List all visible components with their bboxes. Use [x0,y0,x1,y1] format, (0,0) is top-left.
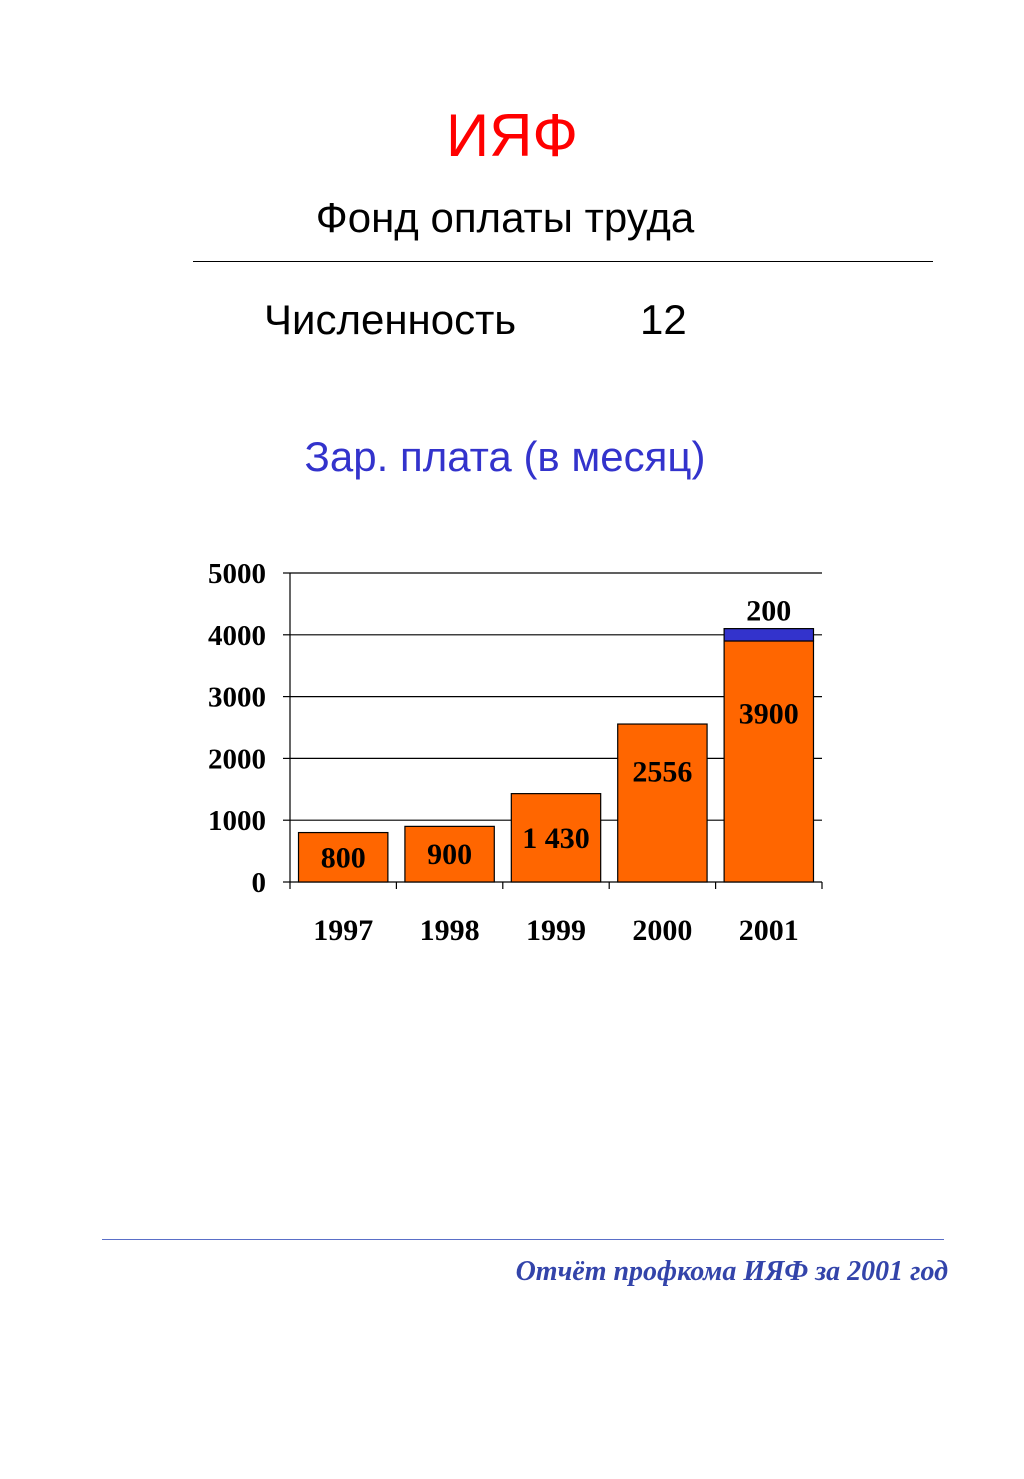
header-divider [193,261,933,262]
bar-1998 [404,825,495,883]
bar-2001 [723,640,815,883]
bar-value-label: 3900 [739,697,799,730]
headcount-value: 12 [640,296,687,343]
y-tick-label: 3000 [208,682,266,714]
y-tick-label: 0 [252,867,267,899]
bar-value-label: 1 430 [522,822,590,855]
x-tick-label: 2000 [632,914,692,947]
bar-value-label: 800 [321,841,366,874]
salary-bar-chart: 0 1000 2000 3000 4000 5000 800 1997 900 1998 1 430… [208,558,823,947]
x-tick-label: 1997 [313,914,373,947]
y-tick-label: 1000 [208,805,266,837]
bar-extra-value-label: 200 [746,595,791,628]
x-tick-label: 2001 [739,914,799,947]
bar-value-label: 2556 [632,755,692,788]
y-tick-label: 5000 [208,558,266,590]
bar-2000 [617,723,708,883]
y-tick-label: 2000 [208,743,266,775]
bar-extra-2001 [723,628,815,642]
chart-heading: Зар. плата (в месяц) [304,433,706,480]
x-tick-label: 1998 [420,914,480,947]
footer-caption: Отчёт профкома ИЯФ за 2001 год [515,1256,948,1287]
x-tick-label: 1999 [526,914,586,947]
bar-1997 [297,831,389,883]
headcount-label: Численность [264,296,517,343]
footer-divider [102,1239,944,1240]
y-tick-label: 4000 [208,620,266,652]
page-title: ИЯФ [445,102,579,169]
bar-1999 [510,793,602,883]
bar-value-label: 900 [427,838,472,871]
page-subtitle: Фонд оплаты труда [315,194,695,241]
